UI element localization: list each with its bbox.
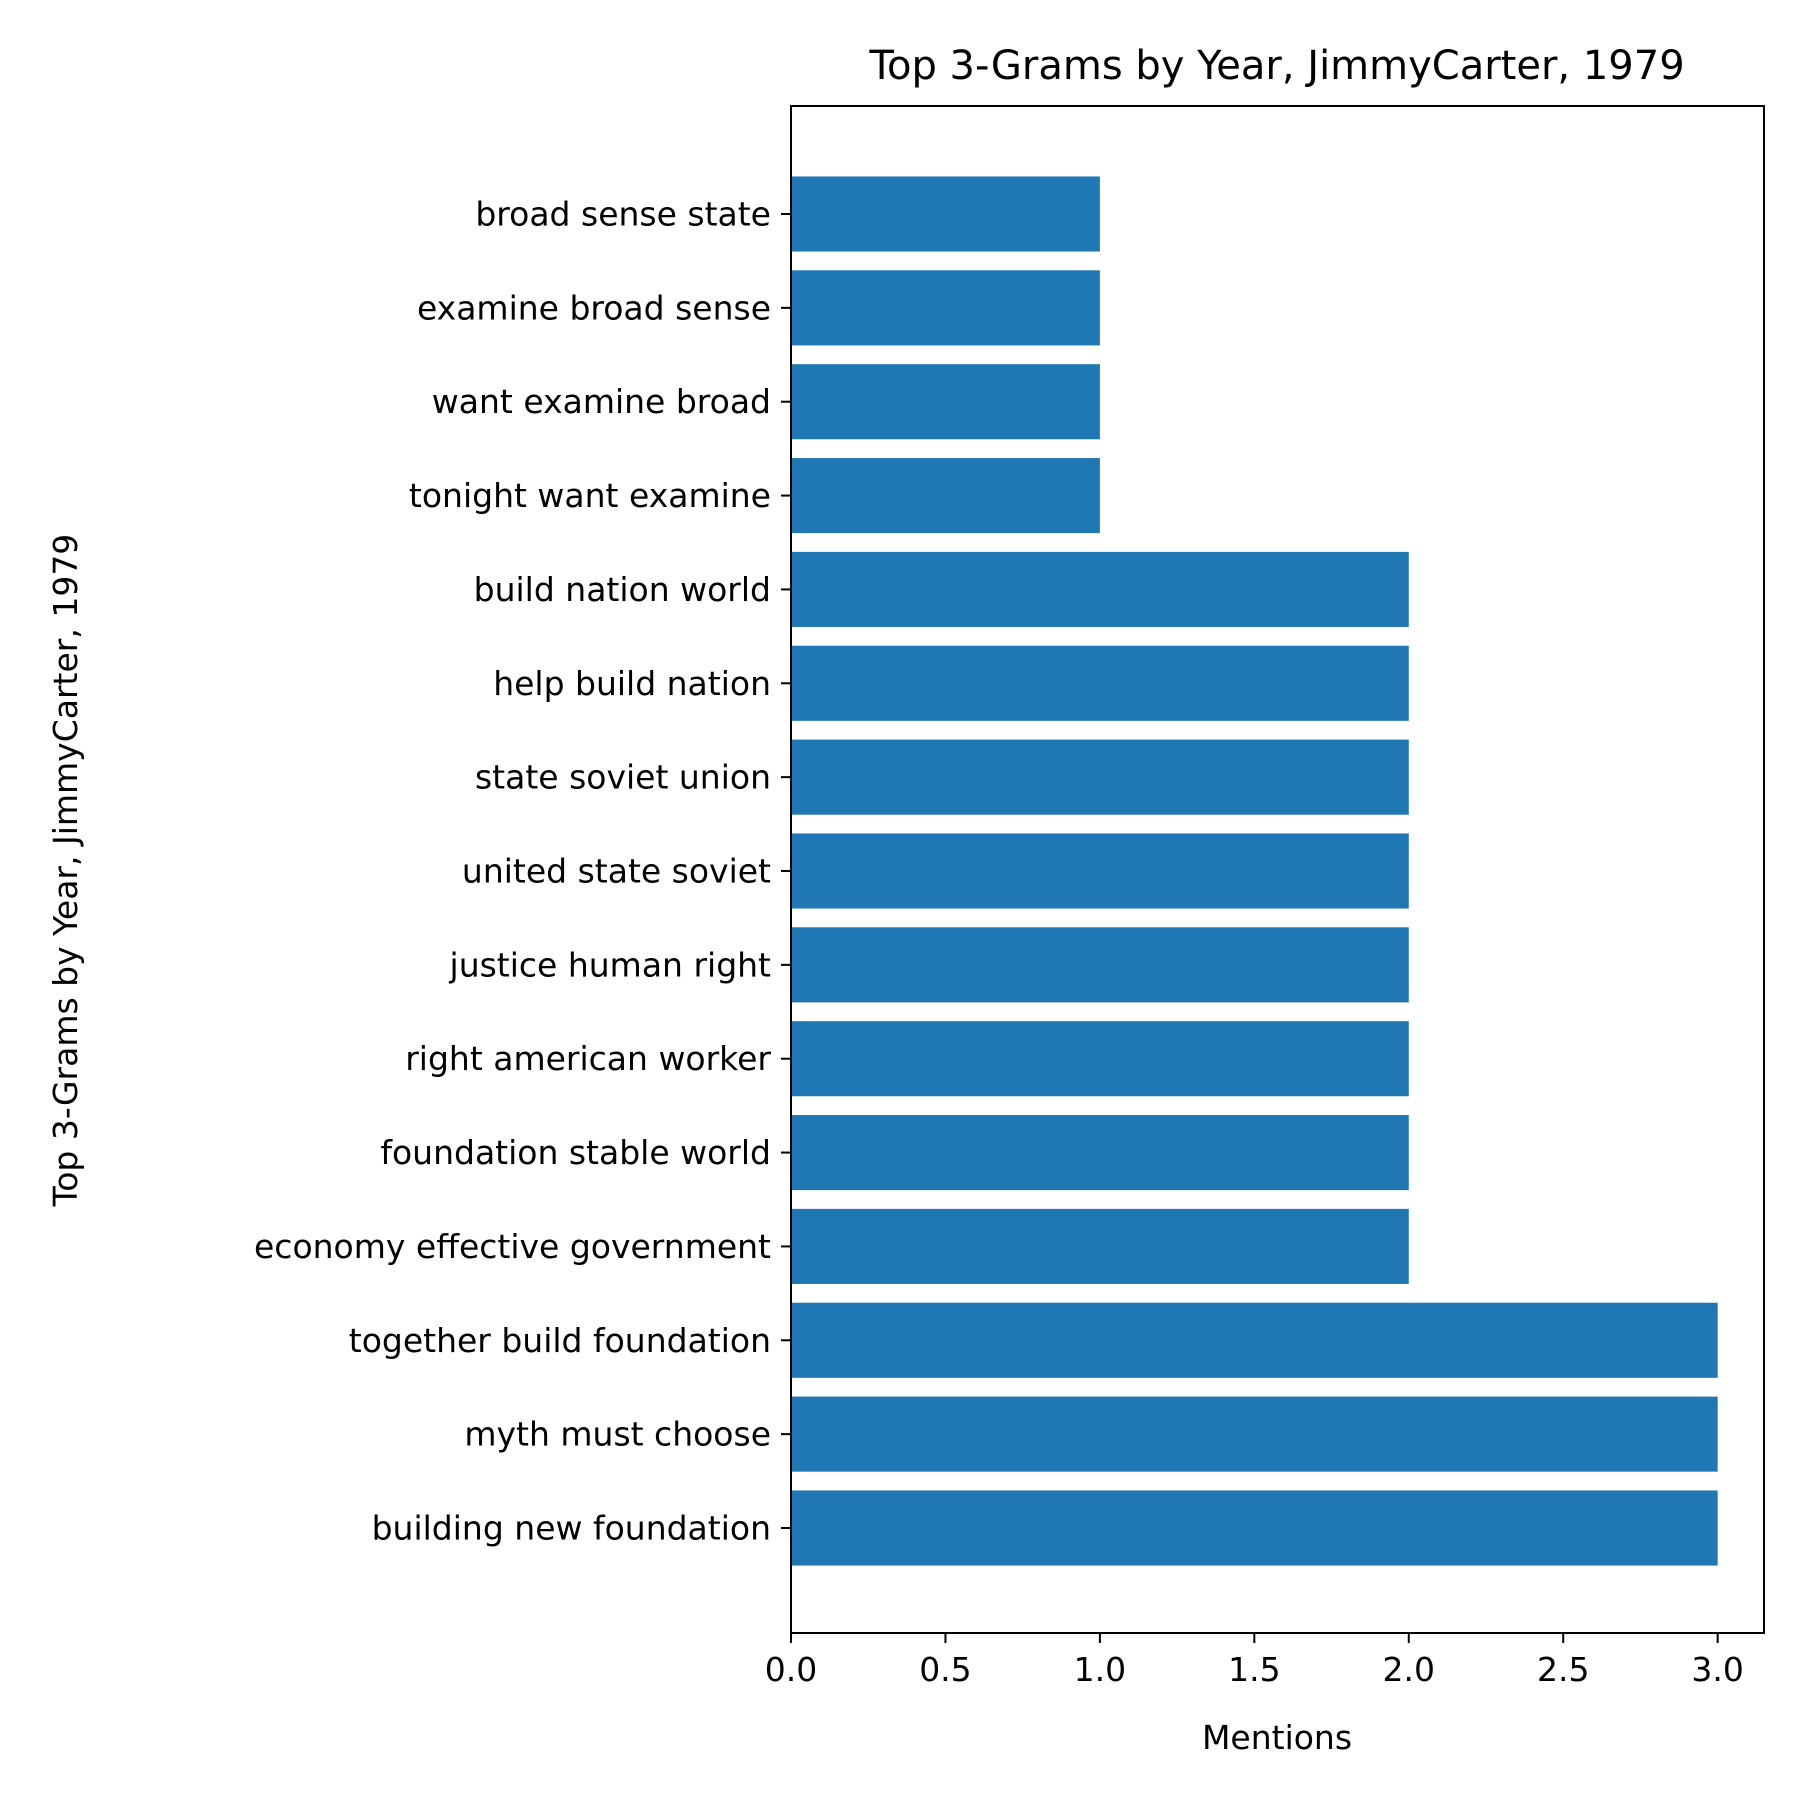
y-tick-label: tonight want examine <box>409 476 771 515</box>
bar <box>791 645 1409 721</box>
y-tick-label: examine broad sense <box>417 288 771 327</box>
x-tick-label: 1.0 <box>1074 1650 1126 1689</box>
y-tick-label: together build foundation <box>349 1321 771 1360</box>
x-tick-label: 0.0 <box>765 1650 817 1689</box>
bar <box>791 1490 1718 1566</box>
bar <box>791 833 1409 909</box>
bar <box>791 551 1409 627</box>
plot-area-frame <box>790 105 1765 1634</box>
x-tick-label: 3.0 <box>1691 1650 1743 1689</box>
x-tick-group: 0.0 0.5 1.0 1.5 2.0 2.5 3.0 <box>765 1633 1744 1689</box>
y-tick-label: want examine broad <box>432 382 771 421</box>
bar <box>791 1302 1718 1378</box>
bars-group <box>791 176 1718 1566</box>
y-tick-label: build nation world <box>474 570 771 609</box>
y-tick-label: building new foundation <box>372 1509 771 1548</box>
x-tick-label: 1.5 <box>1228 1650 1280 1689</box>
bar <box>791 739 1409 815</box>
y-tick-label: state soviet union <box>475 758 771 797</box>
y-axis-label: Top 3-Grams by Year, JimmyCarter, 1979 <box>46 534 85 1208</box>
chart-title: Top 3-Grams by Year, JimmyCarter, 1979 <box>868 43 1684 89</box>
y-tick-label: myth must choose <box>464 1415 771 1454</box>
y-tick-label: economy effective government <box>254 1227 771 1266</box>
y-tick-label: united state soviet <box>462 852 771 891</box>
bar <box>791 176 1100 252</box>
y-tick-label: right american worker <box>405 1039 771 1078</box>
bar <box>791 1021 1409 1097</box>
bar <box>791 927 1409 1003</box>
bar <box>791 364 1100 440</box>
y-tick-label: help build nation <box>493 664 771 703</box>
y-tick-group: building new foundation myth must choose t… <box>254 195 791 1548</box>
y-tick-label: foundation stable world <box>380 1133 771 1172</box>
x-tick-label: 0.5 <box>919 1650 971 1689</box>
bar <box>791 1115 1409 1191</box>
bar <box>791 1208 1409 1284</box>
x-axis-label: Mentions <box>1202 1718 1352 1757</box>
x-tick-label: 2.0 <box>1383 1650 1435 1689</box>
bar <box>791 270 1100 346</box>
bar <box>791 458 1100 534</box>
bar <box>791 1396 1718 1472</box>
y-tick-label: justice human right <box>449 945 772 984</box>
y-tick-label: broad sense state <box>475 195 771 234</box>
x-tick-label: 2.5 <box>1537 1650 1589 1689</box>
